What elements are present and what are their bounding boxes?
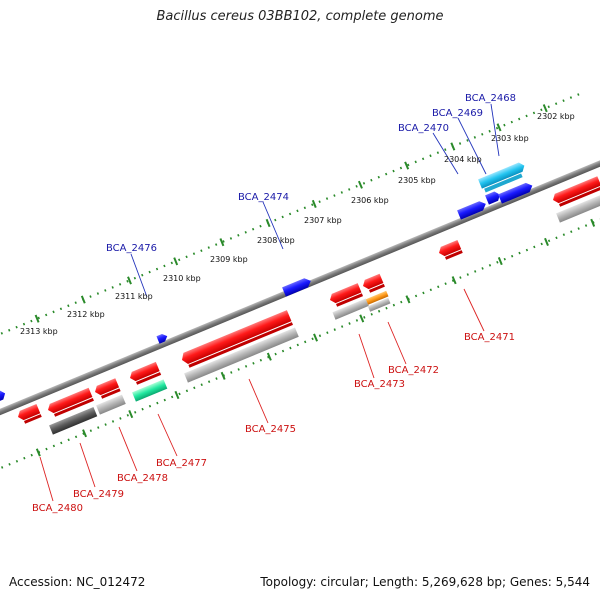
gene-feature-bca-2477[interactable]	[128, 361, 162, 386]
major-tick	[450, 142, 456, 151]
gene-feature-bca-2475[interactable]	[180, 310, 293, 369]
gene-label: BCA_2479	[73, 489, 124, 500]
major-tick	[219, 238, 225, 247]
major-tick	[173, 257, 179, 266]
gene-label: BCA_2474	[238, 192, 289, 203]
kbp-label: 2310 kbp	[163, 274, 201, 283]
major-tick	[359, 314, 365, 323]
kbp-label: 2312 kbp	[67, 310, 105, 319]
major-tick	[496, 123, 502, 132]
leader-lines-bottom	[39, 288, 485, 502]
major-tick	[405, 295, 411, 304]
major-tick	[127, 276, 132, 285]
accession-label: Accession: NC_012472	[9, 575, 146, 589]
annotation-bar-bca-2475	[184, 327, 299, 383]
gene-label: BCA_2475	[245, 424, 296, 435]
gene-label: BCA_2480	[32, 503, 83, 514]
gene-label: BCA_2473	[354, 379, 405, 390]
gene-feature-bca-2473[interactable]	[328, 283, 364, 308]
kbp-label: 2302 kbp	[537, 112, 575, 121]
annotation-bar-bca-2480	[49, 407, 98, 435]
kbp-label: 2313 kbp	[20, 327, 58, 336]
kbp-label: 2306 kbp	[351, 196, 389, 205]
inner-tick-track	[1, 206, 600, 469]
major-tick	[266, 352, 272, 361]
major-tick	[590, 218, 596, 227]
gene-label: BCA_2477	[156, 458, 207, 469]
gene-feature-bca-2479[interactable]	[46, 387, 94, 419]
genome-stats-label: Topology: circular; Length: 5,269,628 bp…	[260, 575, 590, 589]
annotation-bar-bca-2472	[365, 290, 389, 305]
gene-label: BCA_2478	[117, 473, 168, 484]
gene-feature-bca-2478[interactable]	[93, 378, 121, 400]
gene-feature-bca-2469[interactable]	[485, 190, 502, 205]
major-tick	[542, 104, 548, 113]
gene-labels-top: BCA_2468 BCA_2469 BCA_2470 BCA_2474 BCA_…	[106, 93, 516, 254]
kbp-label: 2303 kbp	[491, 134, 529, 143]
kbp-scale-labels: 2302 kbp 2303 kbp 2304 kbp 2305 kbp 2306…	[20, 112, 575, 336]
kbp-label: 2309 kbp	[210, 255, 248, 264]
major-tick	[313, 333, 319, 342]
major-ticks	[34, 104, 596, 457]
major-tick	[35, 448, 41, 457]
annotation-bar-bca-2477	[132, 379, 168, 402]
major-tick	[220, 371, 226, 380]
gene-feature-right-edge[interactable]	[551, 176, 600, 208]
annotation-bar-bca-2472b	[367, 297, 391, 312]
major-tick	[404, 161, 410, 170]
gene-label: BCA_2471	[464, 332, 515, 343]
major-tick	[311, 199, 317, 208]
major-tick	[128, 410, 134, 419]
gene-label: BCA_2469	[432, 108, 483, 119]
major-tick	[451, 276, 457, 285]
kbp-label: 2304 kbp	[444, 155, 482, 164]
gene-feature-bca-2472[interactable]	[361, 273, 385, 295]
major-tick	[34, 314, 40, 323]
gene-label: BCA_2476	[106, 243, 157, 254]
kbp-label: 2311 kbp	[115, 292, 153, 301]
gene-feature-left-edge[interactable]	[0, 389, 7, 403]
major-tick	[174, 390, 180, 400]
gene-label: BCA_2472	[388, 365, 439, 376]
major-tick	[544, 237, 549, 246]
gene-feature-bca-2470[interactable]	[457, 199, 488, 220]
gene-feature-bca-2471[interactable]	[437, 239, 463, 261]
gene-feature-bca-2476[interactable]	[156, 332, 168, 344]
major-tick	[82, 429, 88, 438]
annotation-bar-bca-2473	[332, 298, 369, 320]
gene-labels-bottom: BCA_2471 BCA_2472 BCA_2473 BCA_2475 BCA_…	[32, 332, 515, 514]
major-tick	[80, 295, 86, 304]
major-tick	[357, 180, 363, 189]
major-tick	[497, 257, 503, 266]
kbp-label: 2305 kbp	[398, 176, 436, 185]
annotation-bar-bca-2478	[96, 394, 126, 415]
kbp-label: 2308 kbp	[257, 236, 295, 245]
outer-tick-track	[0, 91, 583, 341]
gene-feature-bca-2469b[interactable]	[498, 181, 534, 204]
gene-label: BCA_2470	[398, 123, 449, 134]
major-tick	[265, 218, 271, 228]
annotation-bar-right-edge	[556, 194, 600, 223]
leader-lines-top	[130, 103, 500, 298]
map-title: Bacillus cereus 03BB102, complete genome	[156, 9, 444, 24]
gene-label: BCA_2468	[465, 93, 516, 104]
kbp-label: 2307 kbp	[304, 216, 342, 225]
gene-feature-bca-2480[interactable]	[16, 403, 42, 425]
gene-feature-bca-2468[interactable]	[478, 161, 528, 193]
gene-feature-bca-2474[interactable]	[282, 276, 313, 297]
